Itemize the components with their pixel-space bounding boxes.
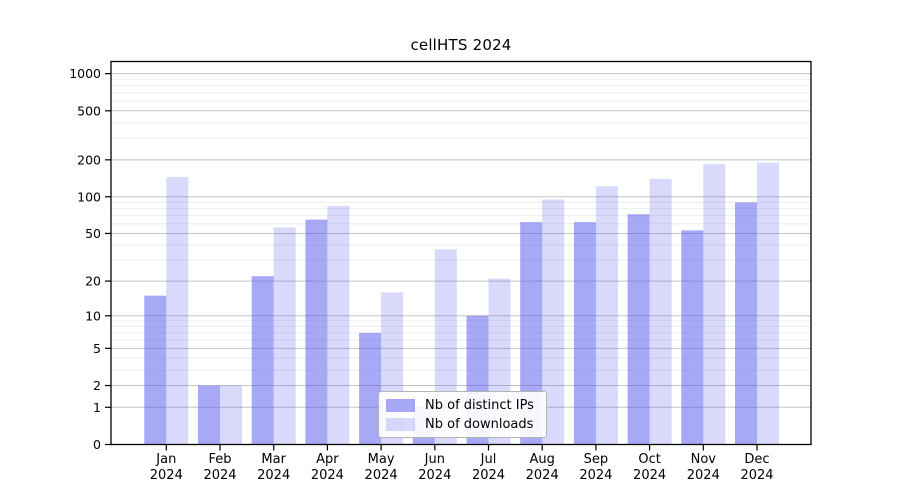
bar-apr-downloads <box>327 206 350 445</box>
x-tick-label-year: 2024 <box>150 468 183 483</box>
legend-label-distinct-ips: Nb of distinct IPs <box>425 398 534 413</box>
x-tick-label-month: Feb <box>208 452 231 467</box>
legend-item-distinct-ips: Nb of distinct IPs <box>386 398 538 413</box>
bar-oct-ips <box>627 214 650 445</box>
x-tick-label-month: May <box>368 452 395 467</box>
bars <box>144 162 779 445</box>
y-tick-label: 1000 <box>69 66 101 81</box>
bar-sep-ips <box>573 222 596 445</box>
bar-jan-ips <box>144 295 167 445</box>
y-tick-label: 20 <box>85 274 101 289</box>
x-tick-label-year: 2024 <box>418 468 451 483</box>
y-tick-label: 50 <box>85 226 101 241</box>
legend-swatch-downloads <box>386 418 415 431</box>
x-tick-label-year: 2024 <box>687 468 720 483</box>
x-tick-label-month: Aug <box>530 452 555 467</box>
y-axis: 0 1 2 5 10 20 50 100 200 500 1000 <box>69 66 111 452</box>
bar-nov-downloads <box>703 163 726 445</box>
x-tick-label-year: 2024 <box>472 468 505 483</box>
x-tick-label-month: Oct <box>638 452 660 467</box>
legend-swatch-distinct-ips <box>386 399 415 412</box>
x-tick-label-year: 2024 <box>579 468 612 483</box>
bar-dec-ips <box>735 202 757 445</box>
bar-feb-ips <box>198 385 220 445</box>
x-tick-label-year: 2024 <box>203 468 236 483</box>
bar-aug-downloads <box>542 199 565 445</box>
y-tick-label: 200 <box>77 152 101 167</box>
y-tick-label: 10 <box>85 308 101 323</box>
y-tick-label: 100 <box>77 189 101 204</box>
y-tick-label: 0 <box>93 437 101 452</box>
bar-may-ips <box>359 332 382 445</box>
y-tick-label: 2 <box>93 378 101 393</box>
x-tick-label-year: 2024 <box>311 468 344 483</box>
chart-title: cellHTS 2024 <box>410 36 512 54</box>
x-tick-label-year: 2024 <box>257 468 290 483</box>
bar-aug-ips <box>520 222 543 445</box>
y-tick-label: 5 <box>93 341 101 356</box>
legend-item-downloads: Nb of downloads <box>386 417 538 432</box>
x-tick-label-month: Jan <box>155 452 176 467</box>
chart-legend: Nb of distinct IPs Nb of downloads <box>378 391 547 438</box>
bar-sep-downloads <box>595 186 618 445</box>
bar-nov-ips <box>681 230 704 445</box>
x-tick-label-year: 2024 <box>633 468 666 483</box>
y-tick-label: 500 <box>77 103 101 118</box>
x-tick-label-month: Jun <box>424 452 445 467</box>
x-axis: Jan2024Feb2024Mar2024Apr2024May2024Jun20… <box>150 444 774 483</box>
x-tick-label-month: Sep <box>584 452 609 467</box>
x-tick-label-month: Nov <box>691 452 717 467</box>
gridlines-minor <box>111 78 811 371</box>
bar-mar-ips <box>251 276 274 445</box>
bar-dec-downloads <box>757 162 779 445</box>
bar-apr-ips <box>305 219 328 445</box>
x-tick-label-year: 2024 <box>526 468 559 483</box>
bar-feb-downloads <box>220 385 242 445</box>
x-tick-label-month: Mar <box>261 452 286 467</box>
x-tick-label-year: 2024 <box>365 468 398 483</box>
bar-mar-downloads <box>273 227 296 445</box>
x-tick-label-month: Apr <box>316 452 339 467</box>
plot-border <box>110 60 812 446</box>
x-tick-label-month: Dec <box>744 452 769 467</box>
x-tick-label-year: 2024 <box>740 468 773 483</box>
legend-label-downloads: Nb of downloads <box>425 417 534 432</box>
bar-jan-downloads <box>166 176 189 445</box>
bar-oct-downloads <box>649 178 672 445</box>
x-tick-label-month: Jul <box>480 452 497 467</box>
y-tick-label: 1 <box>93 400 101 415</box>
